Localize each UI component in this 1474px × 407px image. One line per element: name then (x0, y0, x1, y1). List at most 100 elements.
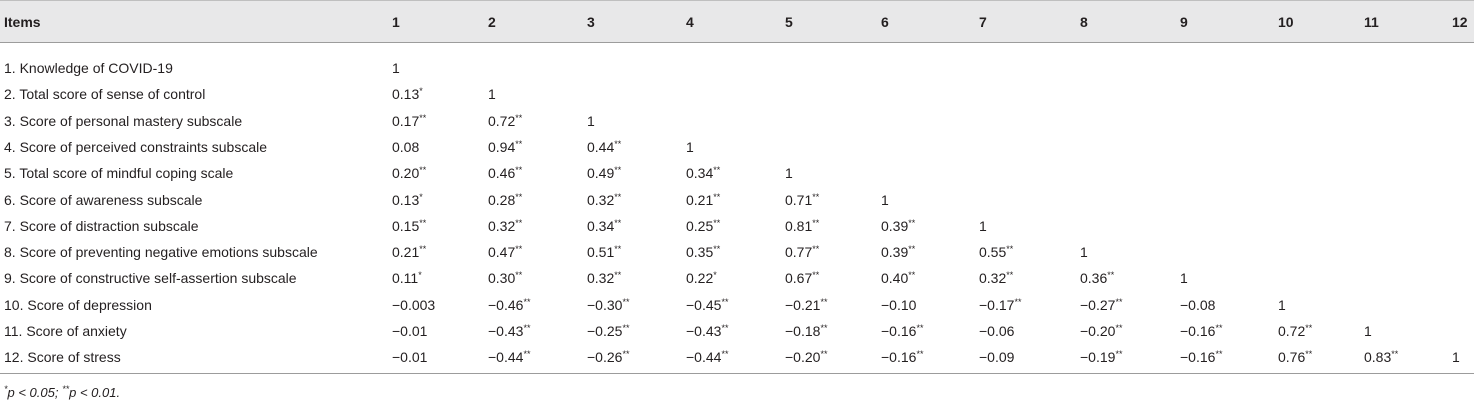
significance-marker: ** (908, 270, 916, 280)
table-cell: −0.18** (785, 323, 827, 339)
table-cell: −0.17** (979, 297, 1021, 313)
cell-value: −0.44 (686, 349, 722, 365)
table-cell: 0.32** (587, 192, 621, 208)
table-cell: −0.09 (979, 349, 1014, 365)
column-header-4: 4 (686, 14, 694, 30)
cell-value: 0.22 (686, 270, 714, 286)
table-cell: 0.17** (392, 113, 426, 129)
significance-marker: ** (721, 297, 729, 307)
column-header-5: 5 (785, 14, 793, 30)
table-cell: 1 (1278, 297, 1286, 313)
table-cell: 1 (785, 165, 793, 181)
table-cell: 0.46** (488, 165, 522, 181)
table-cell: −0.27** (1080, 297, 1122, 313)
table-cell: −0.46** (488, 297, 530, 313)
table-cell: 0.08 (392, 139, 419, 155)
significance-marker: ** (515, 244, 523, 254)
cell-value: −0.26 (587, 349, 623, 365)
significance-marker: ** (1215, 349, 1223, 359)
cell-value: 0.51 (587, 244, 615, 260)
cell-value: −0.20 (1080, 323, 1116, 339)
table-bottom-rule (0, 373, 1474, 374)
significance-marker: ** (1006, 244, 1014, 254)
cell-value: 1 (1278, 297, 1286, 313)
table-cell: 1 (1080, 244, 1088, 260)
significance-marker: ** (419, 165, 427, 175)
table-cell: 0.35** (686, 244, 720, 260)
table-cell: 0.20** (392, 165, 426, 181)
table-cell: 0.15** (392, 218, 426, 234)
cell-value: 0.17 (392, 113, 420, 129)
cell-value: 0.72 (488, 113, 516, 129)
table-cell: 1 (587, 113, 595, 129)
table-cell: −0.26** (587, 349, 629, 365)
table-cell: 1 (881, 192, 889, 208)
significance-marker: * (419, 192, 423, 202)
table-cell: 0.22* (686, 270, 717, 286)
cell-value: 0.21 (392, 244, 420, 260)
cell-value: 0.21 (686, 192, 714, 208)
table-cell: 0.34** (686, 165, 720, 181)
cell-value: −0.30 (587, 297, 623, 313)
significance-marker: ** (515, 165, 523, 175)
cell-value: 1 (392, 60, 400, 76)
table-cell: 0.83** (1364, 349, 1398, 365)
significance-marker: ** (523, 349, 531, 359)
cell-value: 0.13 (392, 192, 420, 208)
table-cell: 0.13* (392, 86, 423, 102)
table-cell: 1 (488, 86, 496, 102)
column-header-3: 3 (587, 14, 595, 30)
significance-marker: ** (1215, 323, 1223, 333)
table-cell: 0.34** (587, 218, 621, 234)
table-cell: 0.44** (587, 139, 621, 155)
significance-marker: ** (614, 244, 622, 254)
cell-value: 0.77 (785, 244, 813, 260)
significance-marker: ** (419, 244, 427, 254)
table-cell: 0.77** (785, 244, 819, 260)
table-cell: 0.21** (686, 192, 720, 208)
table-cell: −0.44** (686, 349, 728, 365)
table-cell: −0.10 (881, 297, 916, 313)
row-label: 5. Total score of mindful coping scale (4, 165, 234, 181)
significance-marker: ** (1115, 349, 1123, 359)
cell-value: 0.15 (392, 218, 420, 234)
cell-value: 0.39 (881, 244, 909, 260)
table-header-band (0, 0, 1474, 43)
cell-value: 1 (785, 165, 793, 181)
column-header-items: Items (4, 14, 41, 30)
cell-value: 0.39 (881, 218, 909, 234)
table-cell: −0.45** (686, 297, 728, 313)
table-cell: −0.21** (785, 297, 827, 313)
table-cell: 0.36** (1080, 270, 1114, 286)
row-label: 12. Score of stress (4, 349, 121, 365)
table-cell: 0.32** (587, 270, 621, 286)
cell-value: 0.20 (392, 165, 420, 181)
cell-value: 1 (488, 86, 496, 102)
table-cell: −0.08 (1180, 297, 1215, 313)
column-header-9: 9 (1180, 14, 1188, 30)
significance-marker: ** (614, 165, 622, 175)
footnote-text-single: p < 0.05; (7, 385, 63, 400)
significance-marker: ** (1014, 297, 1022, 307)
row-label: 4. Score of perceived constraints subsca… (4, 139, 268, 155)
table-cell: 0.39** (881, 218, 915, 234)
cell-value: −0.16 (1180, 349, 1216, 365)
significance-marker: ** (812, 270, 820, 280)
table-cell: 0.49** (587, 165, 621, 181)
table-cell: 1 (1180, 270, 1188, 286)
significance-marker: ** (908, 244, 916, 254)
cell-value: −0.16 (881, 323, 917, 339)
table-cell: 1 (979, 218, 987, 234)
significance-marker: ** (812, 244, 820, 254)
table-cell: 0.11* (392, 270, 422, 286)
table-footnote: *p < 0.05; **p < 0.01. (4, 385, 120, 401)
cell-value: 0.08 (392, 139, 420, 155)
significance-marker: * (713, 270, 717, 280)
significance-marker: ** (916, 323, 924, 333)
significance-marker: ** (713, 165, 721, 175)
significance-marker: ** (820, 323, 828, 333)
cell-value: 0.25 (686, 218, 714, 234)
significance-marker: ** (622, 349, 630, 359)
cell-value: 0.40 (881, 270, 909, 286)
cell-value: 0.30 (488, 270, 516, 286)
